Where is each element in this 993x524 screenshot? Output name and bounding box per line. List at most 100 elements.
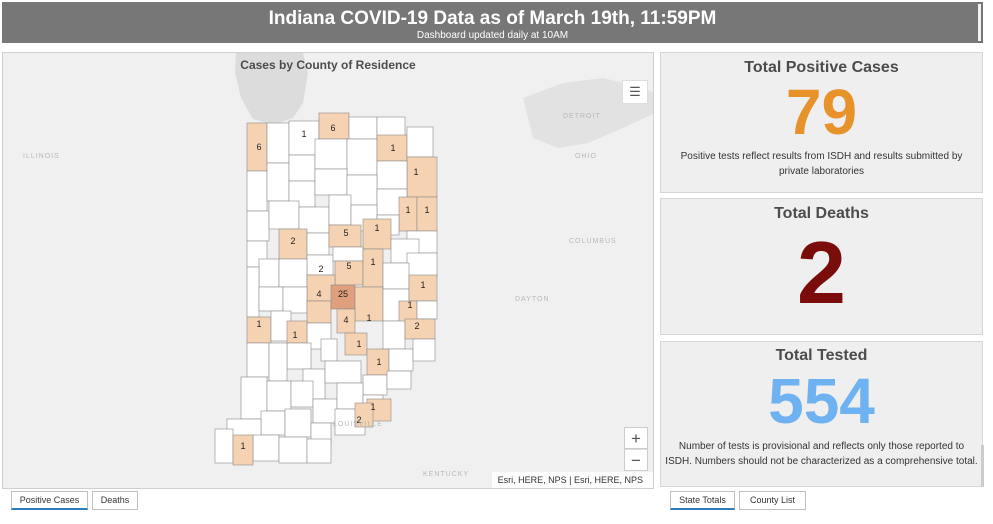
county-perry[interactable]: [306, 438, 332, 464]
county-posey[interactable]: [214, 428, 234, 464]
county-ripley[interactable]: [388, 348, 414, 372]
county-fulton[interactable]: [314, 168, 348, 196]
county-layer: [214, 112, 438, 466]
county-count-label: 2: [414, 321, 419, 331]
county-count-label: 5: [346, 261, 351, 271]
map-label-dayton: DAYTON: [515, 296, 550, 303]
dashboard-subtitle: Dashboard updated daily at 10AM: [416, 30, 569, 41]
county-parke[interactable]: [258, 286, 284, 312]
county-marion[interactable]: [330, 284, 356, 310]
county-jasper[interactable]: [266, 162, 290, 202]
county-shelby[interactable]: [354, 286, 384, 322]
county-starke[interactable]: [288, 154, 316, 182]
county-dekalb[interactable]: [406, 126, 434, 158]
county-count-label: 5: [343, 228, 348, 238]
county-marshall[interactable]: [314, 138, 348, 170]
county-daviess[interactable]: [266, 380, 292, 412]
county-count-label: 1: [405, 205, 410, 215]
county-map-panel[interactable]: 6 1 6 1 1 1 1 2 5 1 2 5 1 4 25 1 1 4 1 2 1 1 1 1 1 2 1 ILLINOIS OH…: [2, 52, 654, 489]
county-hendricks[interactable]: [306, 300, 332, 324]
county-jefferson[interactable]: [362, 374, 388, 396]
county-carroll[interactable]: [306, 232, 330, 256]
county-count-label: 1: [370, 402, 375, 412]
county-fountain[interactable]: [258, 258, 280, 288]
county-newton[interactable]: [246, 170, 268, 212]
county-count-label: 2: [356, 415, 361, 425]
county-count-label: 1: [407, 300, 412, 310]
county-kosciusko[interactable]: [346, 138, 378, 176]
county-orange[interactable]: [312, 398, 338, 424]
total-deaths-panel: Total Deaths 2: [660, 198, 983, 335]
county-allen[interactable]: [406, 156, 438, 198]
county-tippecanoe[interactable]: [278, 228, 308, 260]
county-vermillion[interactable]: [246, 266, 260, 318]
county-dearborn[interactable]: [412, 338, 436, 362]
county-wabash[interactable]: [346, 174, 378, 206]
county-franklin[interactable]: [404, 318, 436, 340]
county-floyd[interactable]: [354, 402, 374, 428]
county-madison[interactable]: [362, 218, 392, 250]
lake-erie: [523, 78, 653, 148]
county-greene[interactable]: [268, 342, 288, 382]
county-white[interactable]: [268, 200, 300, 230]
county-hamilton[interactable]: [334, 260, 364, 286]
county-porter[interactable]: [266, 122, 290, 164]
total-tested-title: Total Tested: [775, 347, 868, 364]
county-count-label: 1: [292, 330, 297, 340]
county-lagrange[interactable]: [348, 116, 378, 140]
county-hancock[interactable]: [362, 248, 384, 288]
map-attribution: Esri, HERE, NPS | Esri, HERE, NPS: [491, 472, 653, 488]
county-martin[interactable]: [290, 380, 314, 408]
county-decatur[interactable]: [382, 320, 406, 350]
county-count-label: 4: [316, 289, 321, 299]
county-count-label: 4: [343, 315, 348, 325]
county-jackson[interactable]: [324, 360, 362, 384]
tab-positive-cases[interactable]: Positive Cases: [11, 491, 88, 510]
county-miami[interactable]: [328, 194, 352, 226]
county-bartholomew[interactable]: [344, 332, 368, 356]
list-icon: ☰: [629, 84, 641, 99]
county-count-label: 1: [370, 257, 375, 267]
county-sullivan[interactable]: [246, 342, 270, 378]
county-union[interactable]: [416, 300, 438, 320]
county-vanderburgh[interactable]: [232, 434, 254, 466]
county-randolph[interactable]: [406, 252, 438, 278]
tab-county-list[interactable]: County List: [739, 491, 806, 510]
legend-button[interactable]: ☰: [622, 80, 648, 104]
total-positive-panel: Total Positive Cases 79 Positive tests r…: [660, 52, 983, 193]
county-pike[interactable]: [260, 410, 286, 436]
county-montgomery[interactable]: [278, 258, 308, 288]
county-count-label: 1: [424, 205, 429, 215]
tab-state-totals[interactable]: State Totals: [670, 491, 735, 510]
county-count-label: 1: [413, 167, 418, 177]
county-count-label: 1: [356, 339, 361, 349]
county-spencer[interactable]: [278, 436, 308, 464]
county-switzerland[interactable]: [386, 370, 412, 390]
county-warrick[interactable]: [252, 434, 280, 462]
county-brown[interactable]: [320, 338, 338, 362]
zoom-out-button[interactable]: −: [624, 449, 648, 471]
county-benton[interactable]: [246, 210, 270, 242]
header-scrollbar[interactable]: [978, 4, 981, 41]
county-tipton[interactable]: [332, 246, 364, 262]
right-scrollbar[interactable]: [981, 445, 984, 487]
county-count-label: 1: [420, 280, 425, 290]
county-count-label: 25: [338, 289, 348, 299]
county-monroe[interactable]: [286, 342, 312, 370]
total-positive-description: Positive tests reflect results from ISDH…: [680, 151, 963, 177]
county-putnam[interactable]: [282, 286, 308, 314]
tab-deaths[interactable]: Deaths: [92, 491, 138, 510]
county-cass[interactable]: [298, 206, 330, 234]
total-tested-description: Number of tests is provisional and refle…: [665, 441, 978, 467]
county-whitley[interactable]: [376, 160, 408, 190]
total-deaths-title: Total Deaths: [774, 205, 869, 222]
county-count-label: 2: [290, 236, 295, 246]
map-title: Cases by County of Residence: [240, 58, 416, 72]
zoom-in-button[interactable]: +: [624, 427, 648, 449]
county-count-label: 1: [256, 319, 261, 329]
county-dubois[interactable]: [284, 408, 312, 438]
county-henry[interactable]: [382, 262, 410, 290]
map-label-detroit: DETROIT: [563, 113, 601, 120]
